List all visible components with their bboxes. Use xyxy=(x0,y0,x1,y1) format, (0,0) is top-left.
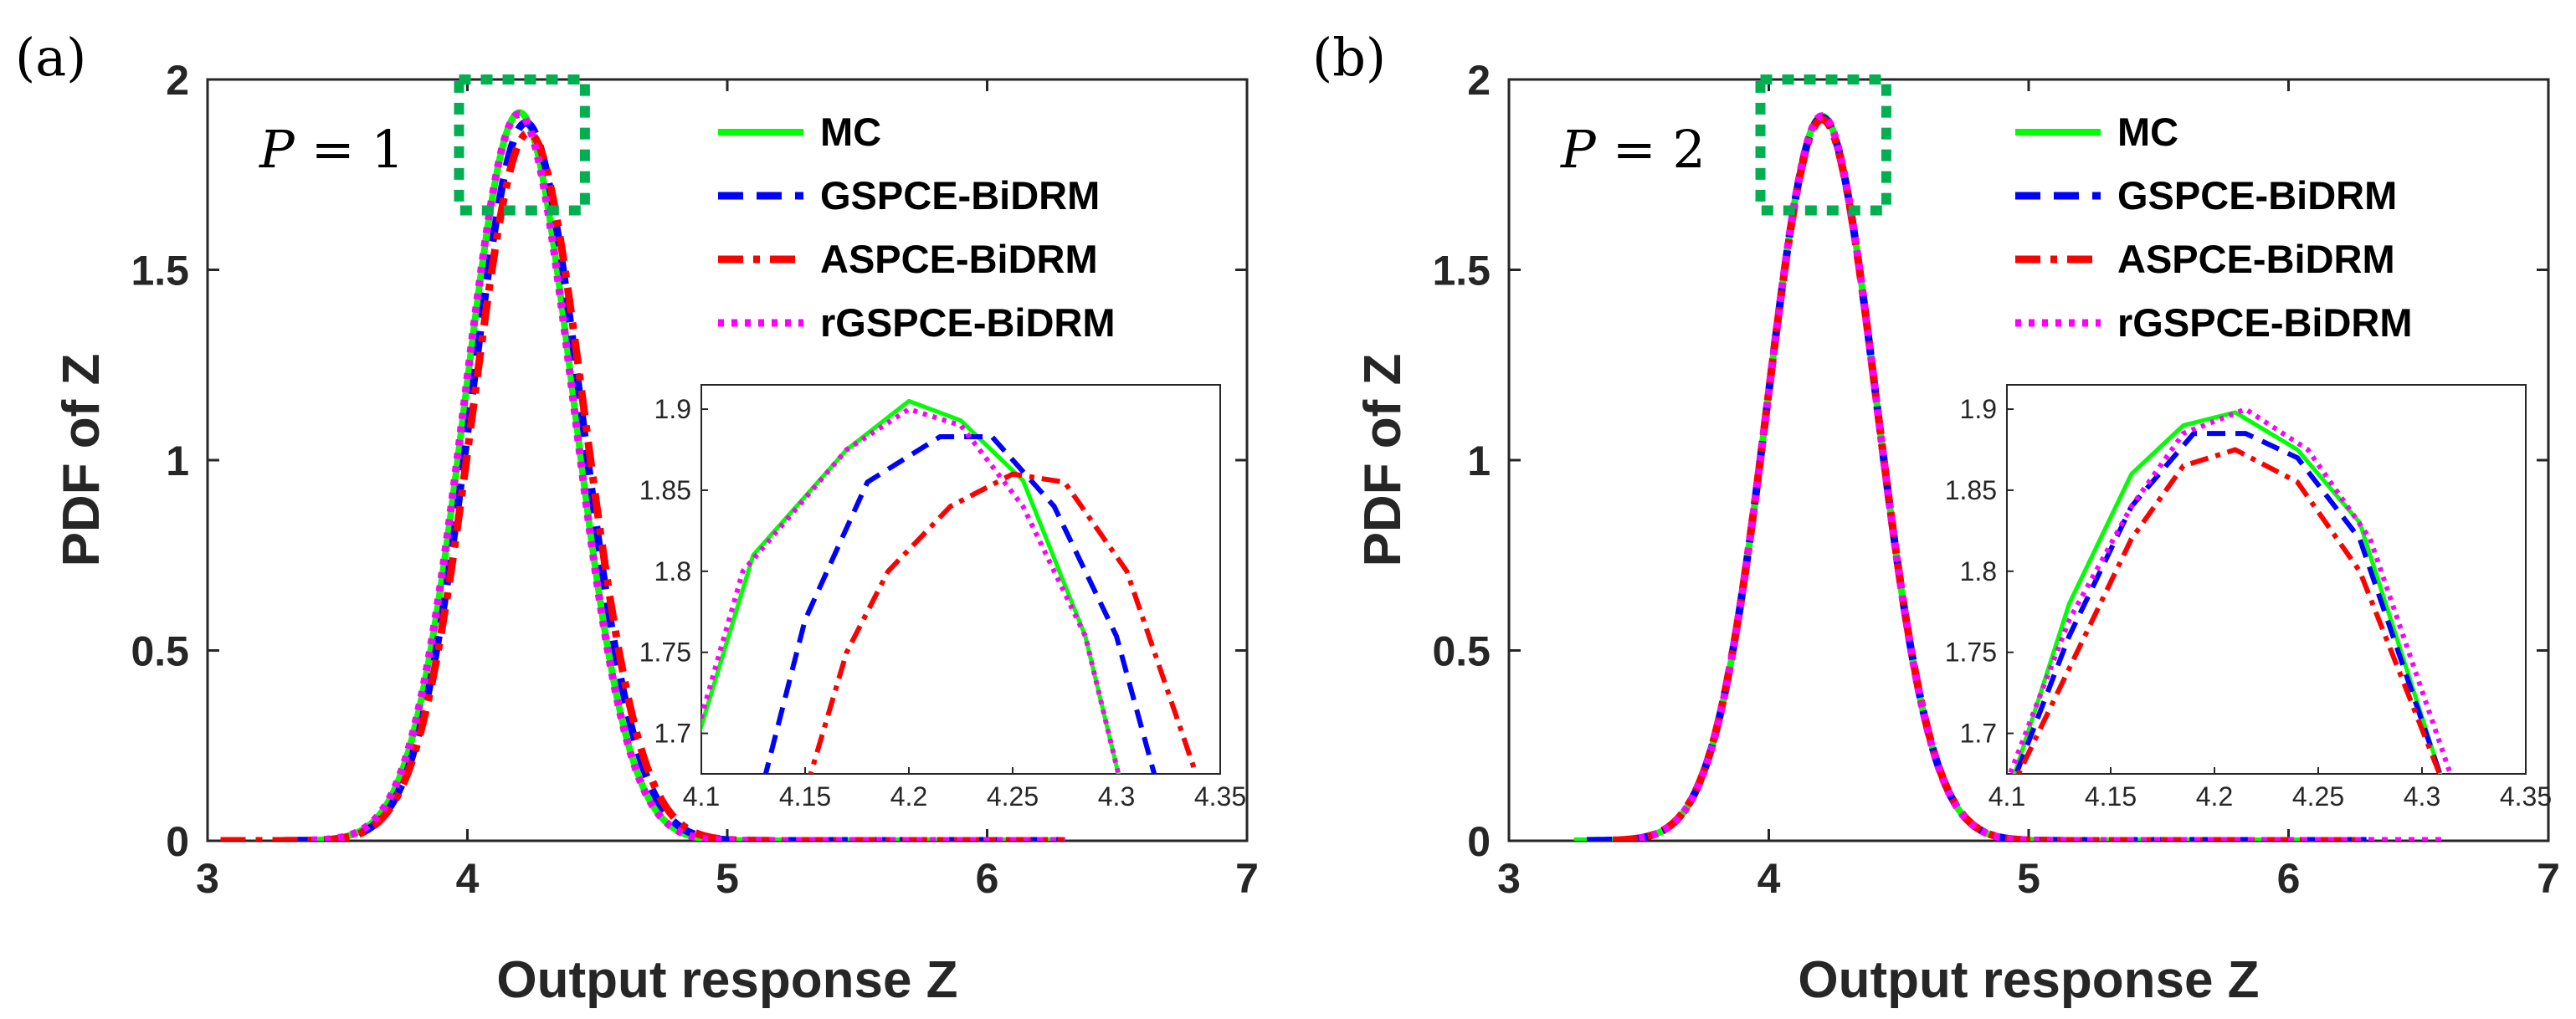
panel-label: (b) xyxy=(1312,27,1386,88)
p-annotation: P = 1 xyxy=(259,119,404,180)
y-tick-label: 1.5 xyxy=(131,248,189,294)
x-axis-label: Output response Z xyxy=(496,951,957,1009)
y-axis-label: PDF of Z xyxy=(53,354,110,567)
inset-chart: 4.1 4.15 4.2 4.25 4.3 4.35 1.7 1.75 1.8 1.85 1.9 xyxy=(1945,384,2552,812)
inset-x-tick-label: 4.25 xyxy=(987,781,1039,812)
y-tick-label: 1.5 xyxy=(1432,248,1491,294)
y-tick-label: 2 xyxy=(1467,57,1491,104)
inset-y-tick-label: 1.75 xyxy=(639,638,691,668)
p-equals: = 1 xyxy=(311,119,404,180)
inset-y-tick-label: 1.75 xyxy=(1945,638,1997,668)
legend-label: rGSPCE-BiDRM xyxy=(2117,300,2413,345)
inset-series-line-rgspce-bidrm xyxy=(2007,407,2454,774)
p-symbol: P xyxy=(1560,119,1597,180)
y-axis-label: PDF of Z xyxy=(1354,354,1412,567)
p-annotation: P = 2 xyxy=(1560,119,1706,180)
inset-series-line-mc xyxy=(701,398,1121,774)
x-tick-label: 7 xyxy=(2537,855,2560,902)
inset-series-line-gspce-bidrm xyxy=(762,434,1157,774)
inset-series-line-aspce-bidrm xyxy=(2015,447,2443,774)
x-tick-label: 4 xyxy=(1758,855,1781,902)
y-tick-label: 0.5 xyxy=(131,628,189,675)
inset-series-line-gspce-bidrm xyxy=(2013,431,2443,774)
y-tick-label: 0 xyxy=(166,818,189,865)
inset-x-tick-label: 4.15 xyxy=(779,781,831,812)
legend-label: GSPCE-BiDRM xyxy=(2117,173,2397,218)
y-tick-label: 0.5 xyxy=(1432,628,1491,675)
inset-x-tick-label: 4.3 xyxy=(2404,781,2440,812)
inset-y-tick-label: 1.8 xyxy=(654,556,691,586)
inset-x-tick-label: 4.15 xyxy=(2085,781,2137,812)
inset-series-line-aspce-bidrm xyxy=(808,471,1199,774)
inset-y-tick-label: 1.7 xyxy=(1960,719,1997,749)
x-tick-label: 7 xyxy=(1235,855,1259,902)
y-tick-label: 0 xyxy=(1467,818,1491,865)
chart-panel-1: (a) 3 4 5 6 7 0 0.5 1 1.5 2 Output response Z PDF of… xyxy=(15,27,1259,1009)
inset-x-tick-label: 4.1 xyxy=(1988,781,2025,812)
inset-series-group xyxy=(701,398,1199,774)
p-symbol: P xyxy=(259,119,295,180)
inset-series-group xyxy=(2007,407,2454,774)
x-axis-label: Output response Z xyxy=(1798,951,2259,1009)
inset-y-tick-label: 1.9 xyxy=(1960,394,1997,424)
x-tick-label: 5 xyxy=(2017,855,2040,902)
zoom-region-box xyxy=(1755,74,1891,216)
series-line-mc xyxy=(284,109,1067,841)
inset-y-tick-label: 1.85 xyxy=(1945,475,1997,505)
inset-x-tick-label: 4.2 xyxy=(890,781,927,812)
chart-panel-2: (b) 3 4 5 6 7 0 0.5 1 1.5 2 Output response Z PDF of… xyxy=(1312,27,2560,1009)
x-tick-label: 3 xyxy=(1497,855,1521,902)
inset-x-tick-label: 4.35 xyxy=(2500,781,2552,812)
panel-label: (a) xyxy=(15,27,86,88)
legend-label: rGSPCE-BiDRM xyxy=(820,300,1116,345)
series-line-aspce-bidrm xyxy=(218,129,1067,841)
legend-label: MC xyxy=(820,110,881,154)
legend-label: ASPCE-BiDRM xyxy=(820,237,1098,281)
x-tick-label: 6 xyxy=(976,855,999,902)
y-tick-label: 1 xyxy=(166,438,189,484)
p-equals: = 2 xyxy=(1613,119,1706,180)
inset-frame xyxy=(2006,384,2527,775)
inset-x-tick-label: 4.35 xyxy=(1194,781,1246,812)
x-tick-label: 3 xyxy=(196,855,219,902)
series-group xyxy=(218,109,1067,841)
legend-label: ASPCE-BiDRM xyxy=(2117,237,2395,281)
inset-x-tick-label: 4.25 xyxy=(2292,781,2344,812)
inset-series-line-rgspce-bidrm xyxy=(701,407,1121,774)
x-tick-label: 4 xyxy=(456,855,480,902)
inset-y-tick-label: 1.85 xyxy=(639,475,691,505)
inset-y-tick-label: 1.8 xyxy=(1960,556,1997,586)
y-tick-label: 2 xyxy=(166,57,189,104)
x-tick-label: 5 xyxy=(716,855,739,902)
inset-chart: 4.1 4.15 4.2 4.25 4.3 4.35 1.7 1.75 1.8 1.85 1.9 xyxy=(639,384,1246,812)
legend-label: GSPCE-BiDRM xyxy=(820,173,1100,218)
inset-x-tick-label: 4.3 xyxy=(1098,781,1135,812)
inset-y-tick-label: 1.7 xyxy=(654,719,691,749)
zoom-region-box xyxy=(454,74,590,216)
inset-y-tick-label: 1.9 xyxy=(654,394,691,424)
y-tick-label: 1 xyxy=(1467,438,1491,484)
series-group xyxy=(1573,112,2446,841)
inset-frame xyxy=(700,384,1221,775)
inset-x-tick-label: 4.1 xyxy=(683,781,720,812)
legend-label: MC xyxy=(2117,110,2178,154)
inset-series-line-mc xyxy=(2012,410,2443,774)
x-tick-label: 6 xyxy=(2277,855,2301,902)
series-line-gspce-bidrm xyxy=(284,119,1067,841)
inset-x-tick-label: 4.2 xyxy=(2196,781,2233,812)
